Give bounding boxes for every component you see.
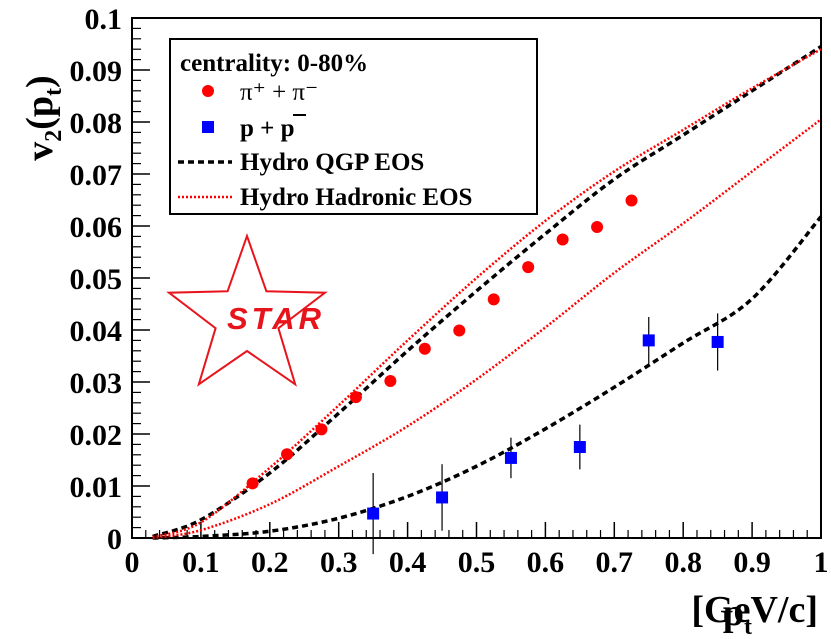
y-tick-label: 0 <box>107 523 122 556</box>
y-tick-label: 0.01 <box>70 471 123 504</box>
pion-data-point <box>487 293 500 306</box>
pion-data-point <box>522 261 535 274</box>
y-tick-label: 0.05 <box>70 263 123 296</box>
x-tick-label: 0.2 <box>251 546 289 579</box>
pion-data-point <box>349 391 362 404</box>
x-axis-title-p: p <box>723 592 744 634</box>
x-tick-label: 0.8 <box>664 546 702 579</box>
proton-data-point <box>711 335 724 348</box>
x-axis-units: [GeV/c] <box>691 589 818 631</box>
legend-box <box>169 38 538 215</box>
pion-data-point <box>453 324 466 337</box>
hydro-hadronic-curve <box>152 48 822 539</box>
hydro-qgp-curve <box>152 215 823 540</box>
y-tick-label: 0.07 <box>70 159 123 192</box>
legend-proton-label: p + p <box>240 115 295 142</box>
legend-pion-label: π⁺ + π⁻ <box>240 79 318 106</box>
y-tick-label: 0.04 <box>70 315 123 348</box>
x-tick-label: 0.3 <box>320 546 358 579</box>
x-axis-title-sub: t <box>744 614 752 639</box>
proton-data-point <box>573 441 586 453</box>
y-axis-title-v: v <box>19 142 61 161</box>
axis-ticks: 0 0.1 0.2 0.3 0.4 0.5 0.6 0.7 0.8 0.9 1 0 0.01 0.02 0.… <box>70 3 829 579</box>
proton-data-point <box>436 491 449 504</box>
x-tick-label: 0.6 <box>527 546 565 579</box>
pion-data-point <box>315 423 328 436</box>
legend-pion-marker <box>202 85 214 97</box>
x-axis-title: pt <box>723 592 752 639</box>
x-tick-label: 0 <box>125 546 140 579</box>
star-shape <box>166 232 328 387</box>
pion-data-point <box>625 194 638 207</box>
pion-data-point <box>556 233 569 246</box>
legend-header: centrality: 0-80% <box>180 50 368 77</box>
legend: centrality: 0-80% π⁺ + π⁻ p + p Hydro QG… <box>169 38 538 215</box>
legend-hadronic-label: Hydro Hadronic EOS <box>240 184 472 211</box>
y-axis-title-open: (p <box>19 96 61 130</box>
x-tick-label: 1 <box>814 546 829 579</box>
star-logo: STAR <box>166 232 328 387</box>
star-logo-text: STAR <box>227 301 325 336</box>
y-axis-title-sub-t: t <box>41 88 67 96</box>
y-tick-label: 0.06 <box>70 211 123 244</box>
x-tick-label: 0.9 <box>733 546 771 579</box>
hydro-hadronic-curve <box>152 118 822 540</box>
legend-qgp-label: Hydro QGP EOS <box>240 149 424 176</box>
legend-proton-marker <box>202 121 214 133</box>
y-axis-title-sub2: 2 <box>41 130 67 142</box>
y-tick-label: 0.03 <box>70 367 123 400</box>
proton-data-point <box>504 451 517 464</box>
x-tick-label: 0.1 <box>182 546 220 579</box>
pion-data-point <box>418 342 431 355</box>
pion-data-point <box>591 221 604 234</box>
x-tick-label: 0.4 <box>389 546 427 579</box>
y-axis-title: v2(pt) <box>19 75 67 160</box>
x-tick-label: 0.7 <box>596 546 634 579</box>
x-tick-label: 0.5 <box>458 546 496 579</box>
proton-data-point <box>642 334 655 347</box>
hydro-curves <box>152 45 823 540</box>
y-tick-label: 0.1 <box>85 3 123 36</box>
data-points <box>246 194 724 555</box>
pion-data-point <box>246 477 259 490</box>
hydro-qgp-curve <box>152 45 822 539</box>
proton-data-point <box>367 507 380 520</box>
y-tick-label: 0.08 <box>70 107 123 140</box>
pion-data-point <box>384 374 397 387</box>
y-axis-title-close: ) <box>19 75 61 88</box>
y-tick-label: 0.09 <box>70 55 123 88</box>
pion-data-point <box>281 448 294 461</box>
y-tick-label: 0.02 <box>70 419 123 452</box>
